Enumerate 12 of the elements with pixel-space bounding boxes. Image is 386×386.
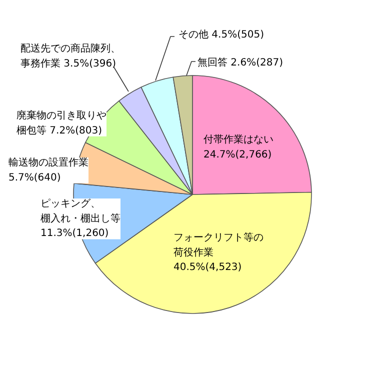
slice-label: その他 4.5%(505) [178,28,264,40]
slice-label: フォークリフト等の荷役作業 [174,232,264,258]
slice-label: 廃棄物の引き取りや梱包等 7.2%(803) [16,110,106,136]
data-label: 24.7%(2,766) [204,149,272,160]
data-label: 40.5%(4,523) [174,262,242,274]
slice-label: 付帯作業はない [204,134,274,146]
slice-label: 輸送物の設置作業 [8,156,88,168]
slice-label: ピッキング、棚入れ・棚出し等 [40,198,120,224]
slice-label: 配送先での商品陳列、事務作業 3.5%(396) [20,42,120,70]
data-label: 11.3%(1,260) [40,228,109,240]
slice-label: 無回答 2.6%(287) [198,56,284,68]
data-label: 5.7%(640) [8,172,61,184]
